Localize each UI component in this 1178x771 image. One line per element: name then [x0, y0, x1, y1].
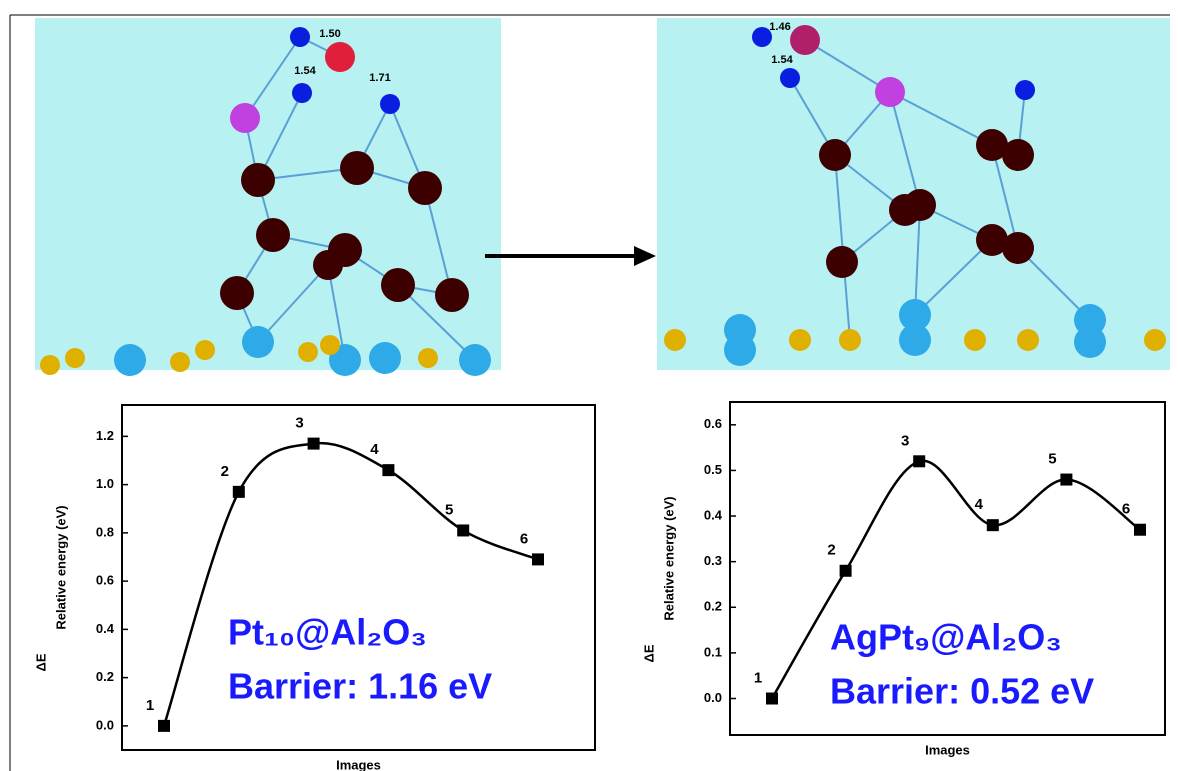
y-tick-label: 0.4 [96, 621, 115, 636]
point-label: 1 [754, 669, 762, 686]
point [987, 519, 999, 531]
point [158, 720, 170, 732]
y-axis-symbol: ΔE [33, 653, 48, 671]
point-label: 2 [221, 463, 229, 480]
structure-left: 1.50 1.54 1.71 [35, 18, 501, 376]
point [532, 553, 544, 565]
point-label: 1 [146, 697, 154, 714]
point-label: 4 [975, 496, 984, 513]
point-label: 2 [827, 542, 835, 559]
y-tick-label: 0.0 [96, 717, 114, 732]
point [382, 464, 394, 476]
annotation: Pt₁₀@Al₂O₃ [228, 612, 427, 653]
structure-right: 1.46 1.54 [657, 18, 1170, 370]
point-label: 5 [445, 501, 453, 518]
point [1060, 474, 1072, 486]
bond-label: 1.46 [769, 21, 790, 33]
point [840, 565, 852, 577]
bond-label: 1.71 [369, 72, 390, 84]
y-axis-symbol: ΔE [641, 644, 656, 662]
y-tick-label: 0.4 [704, 507, 723, 522]
y-tick-label: 0.2 [704, 599, 722, 614]
y-tick-label: 0.5 [704, 462, 722, 477]
energy-curve [772, 461, 1140, 699]
bond-label: 1.54 [294, 65, 316, 77]
y-tick-label: 0.1 [704, 644, 722, 659]
y-axis-label: Relative energy (eV) [661, 496, 676, 620]
point [913, 455, 925, 467]
point-label: 3 [295, 415, 303, 432]
y-tick-label: 0.6 [96, 573, 114, 588]
y-axis-label: Relative energy (eV) [53, 505, 68, 629]
y-tick-label: 0.6 [704, 416, 722, 431]
y-tick-label: 1.0 [96, 476, 114, 491]
y-tick-label: 0.8 [96, 524, 114, 539]
figure: 1.50 1.54 1.71 1.46 1.54 0.00.20. [0, 0, 1178, 771]
annotation: Barrier: 1.16 eV [228, 666, 492, 707]
x-axis-label: Images [336, 757, 381, 771]
arrow [485, 246, 656, 266]
y-tick-label: 0.0 [704, 690, 722, 705]
point [766, 693, 778, 705]
y-tick-label: 1.2 [96, 428, 114, 443]
point-label: 6 [1122, 501, 1130, 518]
x-axis-label: Images [925, 742, 970, 757]
point-label: 3 [901, 432, 909, 449]
bond-label: 1.54 [771, 54, 793, 66]
point [308, 438, 320, 450]
bond-label: 1.50 [319, 28, 340, 40]
point-label: 4 [370, 441, 379, 458]
point [457, 524, 469, 536]
y-tick-label: 0.3 [704, 553, 722, 568]
y-tick-label: 0.2 [96, 669, 114, 684]
point [233, 486, 245, 498]
point [1134, 524, 1146, 536]
annotation: Barrier: 0.52 eV [830, 671, 1094, 712]
point-label: 6 [520, 530, 528, 547]
annotation: AgPt₉@Al₂O₃ [830, 617, 1062, 658]
point-label: 5 [1048, 451, 1056, 468]
